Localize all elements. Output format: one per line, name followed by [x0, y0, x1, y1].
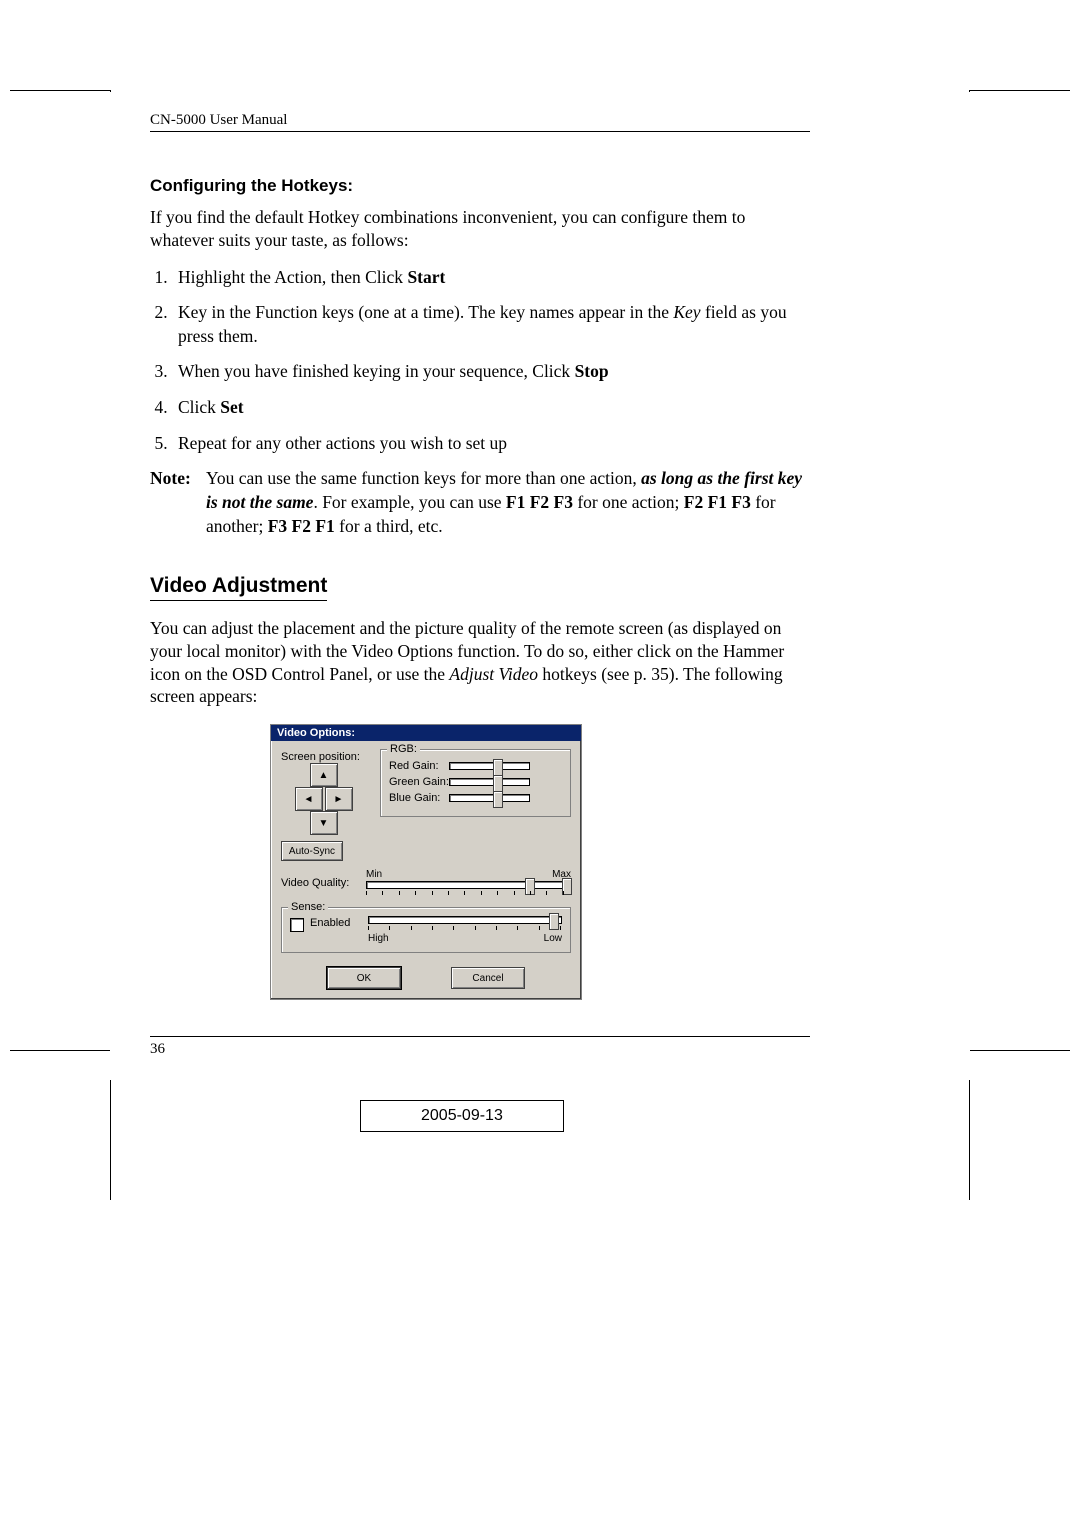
quality-ticks — [366, 891, 571, 897]
arrow-down-button[interactable]: ▼ — [310, 811, 338, 835]
red-gain-slider[interactable] — [449, 762, 530, 770]
sense-ticks — [368, 926, 562, 932]
note-label: Note: — [150, 467, 206, 538]
crop-mark — [10, 1050, 110, 1111]
crop-mark — [970, 1050, 1070, 1111]
subheading-hotkeys: Configuring the Hotkeys: — [150, 176, 810, 196]
enabled-checkbox[interactable] — [290, 918, 304, 932]
footer-rule — [150, 1036, 810, 1037]
screen-position-label: Screen position: — [281, 749, 366, 763]
rgb-legend: RGB: — [387, 743, 420, 755]
video-options-dialog: Video Options: Screen position: ▲ ◄ ► ▼ … — [270, 724, 582, 1000]
crop-mark — [10, 90, 111, 92]
min-label: Min — [366, 869, 382, 880]
blue-gain-label: Blue Gain: — [389, 792, 449, 804]
step-3: When you have finished keying in your se… — [172, 360, 810, 384]
heading-video-adjustment: Video Adjustment — [150, 574, 327, 601]
running-header: CN-5000 User Manual — [150, 112, 810, 132]
red-gain-label: Red Gain: — [389, 760, 449, 772]
crop-mark — [969, 90, 1070, 92]
green-gain-label: Green Gain: — [389, 776, 449, 788]
sense-group: Sense: Enabled HighLow — [281, 907, 571, 953]
arrow-left-button[interactable]: ◄ — [295, 787, 323, 811]
steps-list: Highlight the Action, then Click Start K… — [150, 266, 810, 456]
page-content: CN-5000 User Manual Configuring the Hotk… — [150, 112, 810, 1058]
date-stamp: 2005-09-13 — [360, 1100, 564, 1132]
step-4: Click Set — [172, 396, 810, 420]
cancel-button[interactable]: Cancel — [451, 967, 525, 989]
crop-mark — [110, 1080, 111, 1200]
crop-mark — [969, 1080, 970, 1200]
video-quality-slider[interactable] — [366, 881, 571, 889]
dialog-titlebar: Video Options: — [271, 725, 581, 741]
page-number: 36 — [150, 1041, 810, 1058]
low-label: Low — [544, 933, 562, 944]
high-label: High — [368, 933, 389, 944]
green-gain-slider[interactable] — [449, 778, 530, 786]
note-body: You can use the same function keys for m… — [206, 467, 810, 538]
step-5: Repeat for any other actions you wish to… — [172, 432, 810, 456]
video-quality-label: Video Quality: — [281, 877, 366, 889]
blue-gain-slider[interactable] — [449, 794, 530, 802]
intro-paragraph: If you find the default Hotkey combinati… — [150, 206, 810, 252]
ok-button[interactable]: OK — [327, 967, 401, 989]
step-2: Key in the Function keys (one at a time)… — [172, 301, 810, 348]
step-1: Highlight the Action, then Click Start — [172, 266, 810, 290]
note: Note: You can use the same function keys… — [150, 467, 810, 538]
arrow-right-button[interactable]: ► — [325, 787, 353, 811]
auto-sync-button[interactable]: Auto-Sync — [281, 841, 343, 861]
sense-slider[interactable] — [368, 916, 562, 924]
sense-legend: Sense: — [288, 901, 328, 913]
arrow-up-button[interactable]: ▲ — [310, 763, 338, 787]
enabled-label: Enabled — [310, 916, 368, 929]
arrow-pad: ▲ ◄ ► ▼ — [281, 763, 366, 835]
video-paragraph: You can adjust the placement and the pic… — [150, 617, 810, 708]
